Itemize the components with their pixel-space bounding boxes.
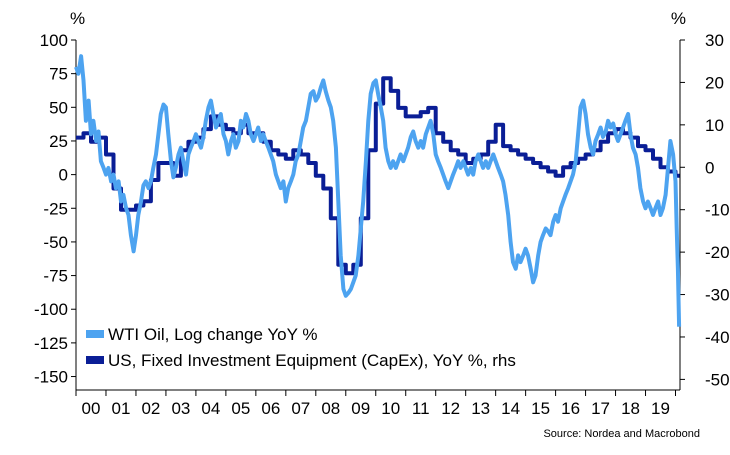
left-axis-unit: % — [70, 9, 85, 28]
right-tick-label: 10 — [705, 116, 724, 135]
right-tick-label: 0 — [705, 158, 714, 177]
left-tick-label: 75 — [49, 65, 68, 84]
left-tick-label: -125 — [34, 334, 68, 353]
legend-label-oil: WTI Oil, Log change YoY % — [108, 325, 317, 344]
legend-label-capex: US, Fixed Investment Equipment (CapEx), … — [108, 351, 516, 370]
right-tick-label: -40 — [705, 328, 730, 347]
x-tick-label: 19 — [651, 399, 670, 418]
x-tick-label: 11 — [412, 399, 430, 418]
left-tick-label: 50 — [49, 98, 68, 117]
x-tick-label: 07 — [291, 399, 310, 418]
right-tick-label: 20 — [705, 73, 724, 92]
x-tick-label: 14 — [501, 399, 520, 418]
x-tick-label: 13 — [471, 399, 490, 418]
x-tick-label: 01 — [112, 399, 131, 418]
left-tick-label: 0 — [59, 166, 68, 185]
left-tick-label: -100 — [34, 300, 68, 319]
x-tick-label: 08 — [321, 399, 340, 418]
x-tick-label: 00 — [82, 399, 101, 418]
right-axis-ticks: 30 20 10 0 -10 -20 -30 -40 -50 — [680, 31, 730, 389]
right-tick-label: -10 — [705, 201, 730, 220]
right-tick-label: -20 — [705, 243, 730, 262]
oil-series-line — [74, 54, 682, 327]
x-tick-label: 16 — [561, 399, 580, 418]
x-tick-label: 09 — [351, 399, 370, 418]
x-tick-label: 10 — [381, 399, 400, 418]
legend-swatch-oil — [86, 330, 104, 338]
axes: % % — [70, 9, 686, 391]
right-tick-label: -50 — [705, 370, 730, 389]
left-tick-label: -25 — [43, 199, 68, 218]
x-axis-ticks: 00 01 02 03 04 05 06 07 08 09 10 11 12 13 14 15 16 17 18 19 — [75, 390, 677, 418]
x-tick-label: 17 — [591, 399, 610, 418]
left-tick-label: -150 — [34, 368, 68, 387]
x-tick-label: 18 — [621, 399, 640, 418]
right-axis-unit: % — [671, 9, 686, 28]
x-tick-label: 12 — [441, 399, 460, 418]
right-tick-label: -30 — [705, 286, 730, 305]
legend: WTI Oil, Log change YoY % US, Fixed Inve… — [86, 325, 516, 370]
left-tick-label: 25 — [49, 132, 68, 151]
legend-swatch-capex — [86, 356, 104, 364]
x-tick-label: 05 — [231, 399, 250, 418]
source-note: Source: Nordea and Macrobond — [543, 428, 700, 440]
left-tick-label: 100 — [40, 31, 68, 50]
x-tick-label: 02 — [141, 399, 160, 418]
x-tick-label: 04 — [201, 399, 220, 418]
series-lines — [74, 54, 682, 327]
x-tick-label: 15 — [531, 399, 550, 418]
left-axis-ticks: 100 75 50 25 0 -25 -50 -75 -100 -125 -150 — [34, 31, 76, 387]
left-tick-label: -50 — [43, 233, 68, 252]
x-tick-label: 06 — [261, 399, 280, 418]
left-tick-label: -75 — [43, 267, 68, 286]
x-tick-label: 03 — [171, 399, 190, 418]
right-tick-label: 30 — [705, 31, 724, 50]
